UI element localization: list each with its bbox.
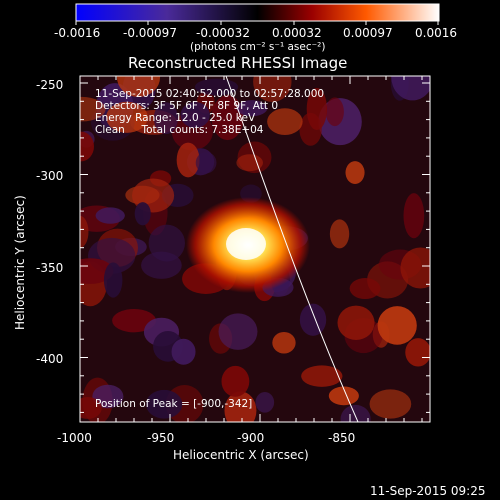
colorbar-units: (photons cm⁻² s⁻¹ asec⁻²) (190, 41, 325, 53)
colorbar-tick-label: -0.00097 (123, 26, 177, 40)
y-tick-label: -300 (36, 169, 63, 183)
flare-core (226, 228, 266, 260)
colorbar-ticks (75, 21, 439, 25)
plot-title: Reconstructed RHESSI Image (128, 54, 347, 72)
solar-limb (225, 76, 359, 422)
colorbar-tick-label: 0.0016 (415, 26, 457, 40)
x-tick-label: -950 (147, 431, 174, 445)
x-tick-label: -900 (237, 431, 264, 445)
y-axis-label: Heliocentric Y (arcsec) (13, 195, 27, 330)
annotation-detectors: Detectors: 3F 5F 6F 7F 8F 9F, Att 0 (95, 100, 278, 112)
axis-ticks (79, 76, 430, 422)
annotation-energy: Energy Range: 12.0 - 25.0 keV (95, 112, 256, 124)
footer-timestamp: 11-Sep-2015 09:25 (370, 484, 485, 498)
annotation-time: 11-Sep-2015 02:40:52.000 to 02:57:28.000 (95, 88, 324, 100)
image-area (80, 76, 430, 422)
colorbar-tick-label: 0.00097 (343, 26, 393, 40)
y-tick-label: -250 (36, 78, 63, 92)
x-tick-label: -850 (328, 431, 355, 445)
x-axis-label: Heliocentric X (arcsec) (173, 448, 309, 462)
y-tick-label: -350 (36, 261, 63, 275)
colorbar-tick-label: -0.0016 (54, 26, 100, 40)
colorbar-tick-label: 0.00032 (272, 26, 322, 40)
y-tick-label: -400 (36, 352, 63, 366)
colorbar-tick-label: -0.00032 (196, 26, 250, 40)
plot-frame (79, 75, 431, 423)
colorbar (75, 3, 440, 22)
annotation-peak: Position of Peak = [-900,-342] (95, 398, 252, 410)
annotation-method: Clean Total counts: 7.38E+04 (95, 124, 264, 136)
x-tick-label: -1000 (57, 431, 92, 445)
